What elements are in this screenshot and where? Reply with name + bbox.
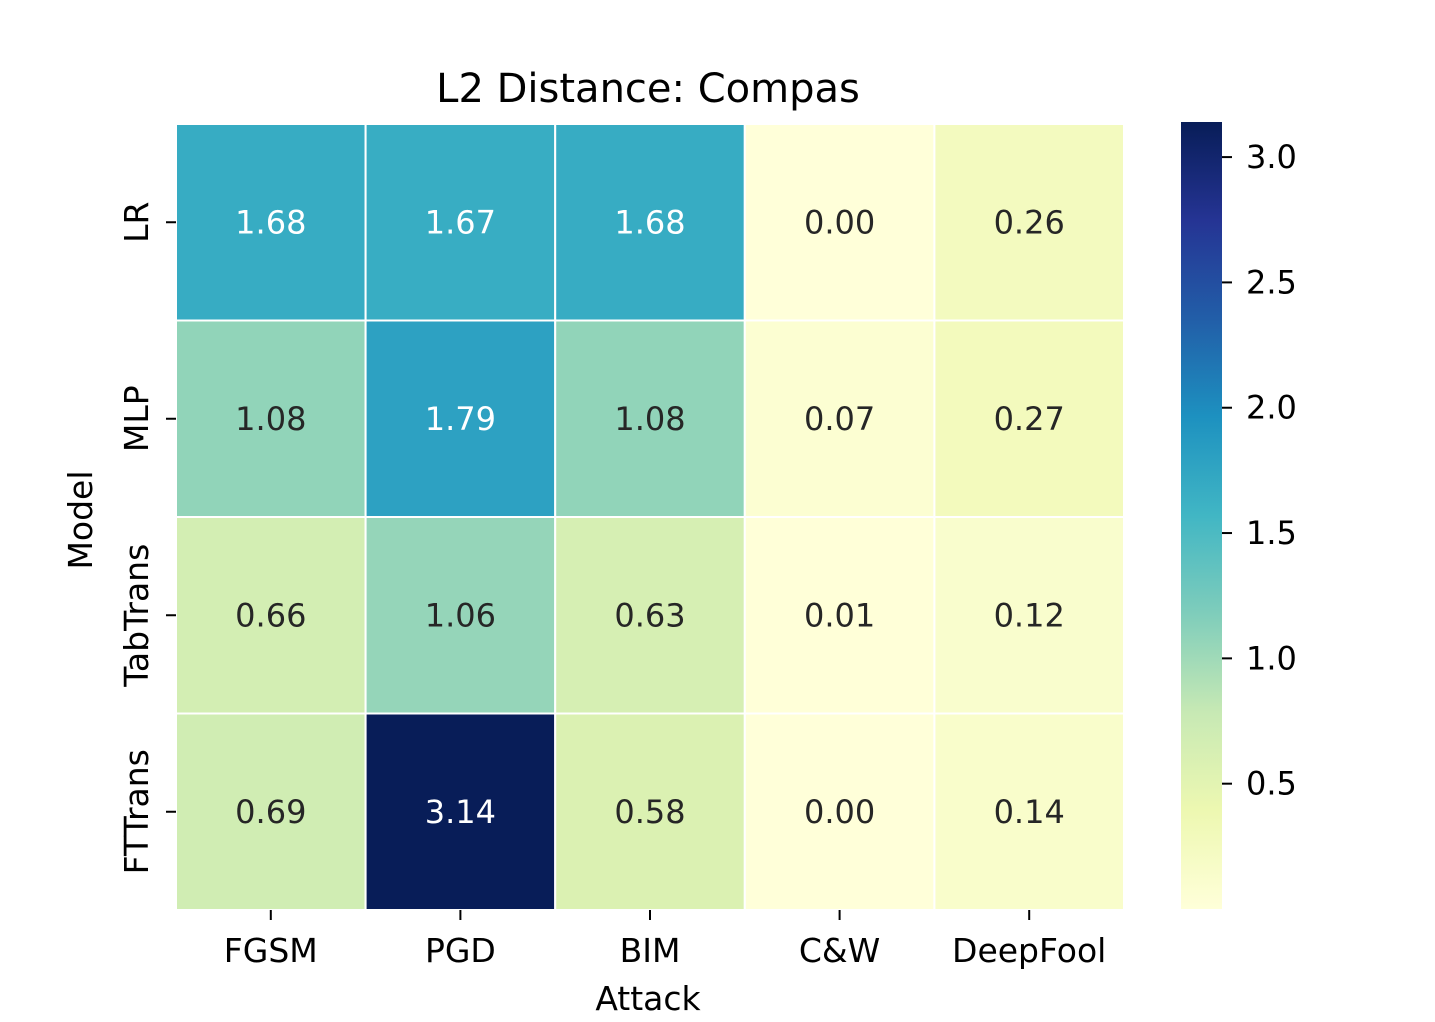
colorbar-tick-label: 1.5 — [1246, 514, 1297, 552]
colorbar — [1181, 122, 1222, 909]
heatmap-cell — [743, 712, 936, 911]
x-axis-label: Attack — [595, 979, 701, 1018]
colorbar-tick-label: 2.5 — [1246, 263, 1297, 301]
heatmap-cell-value: 0.00 — [804, 793, 875, 831]
heatmap-cell — [364, 123, 557, 322]
colorbar-tick-label: 0.5 — [1246, 765, 1297, 803]
heatmap-cell-value: 0.00 — [804, 203, 875, 241]
heatmap-cell — [743, 516, 936, 715]
y-axis-ticks: LR MLP TabTrans FTTrans — [117, 202, 176, 874]
y-tick-label: MLP — [117, 385, 156, 452]
colorbar-tick-label: 3.0 — [1246, 138, 1297, 176]
heatmap-cell-value: 0.27 — [994, 400, 1065, 438]
heatmap-cell — [554, 319, 746, 518]
heatmap-cell-value: 1.68 — [614, 203, 685, 241]
heatmap-cell-value: 0.07 — [804, 400, 875, 438]
colorbar-tick-label: 1.0 — [1246, 639, 1297, 677]
heatmap-cell — [933, 712, 1126, 911]
heatmap-cell — [364, 712, 557, 911]
heatmap-cell-value: 0.69 — [235, 793, 306, 831]
heatmap-cell — [554, 123, 746, 322]
heatmap-cell-value: 0.01 — [804, 596, 875, 634]
y-tick-label: LR — [117, 202, 156, 243]
x-tick-label: C&W — [799, 931, 880, 970]
heatmap-cell-value: 1.67 — [425, 203, 496, 241]
chart-title: L2 Distance: Compas — [436, 66, 860, 112]
y-axis-label: Model — [61, 470, 100, 569]
heatmap-cells — [175, 123, 1126, 911]
colorbar-tick-label: 2.0 — [1246, 389, 1297, 427]
heatmap-cell — [554, 516, 746, 715]
heatmap-cell — [175, 319, 367, 518]
heatmap-cell-labels: 1.68 1.67 1.68 0.00 0.26 1.08 1.79 1.08 0.07 0.27… — [235, 203, 1065, 831]
heatmap-cell — [743, 123, 936, 322]
heatmap-cell-value: 1.08 — [614, 400, 685, 438]
heatmap-cell-value: 0.66 — [235, 596, 306, 634]
y-tick-label: FTTrans — [117, 749, 156, 874]
heatmap-cell-value: 3.14 — [425, 793, 496, 831]
x-axis-ticks: FGSM PGD BIM C&W DeepFool — [224, 910, 1106, 970]
x-tick-label: PGD — [425, 931, 496, 970]
heatmap-cell-value: 0.58 — [614, 793, 685, 831]
heatmap-cell — [933, 319, 1126, 518]
heatmap-cell-value: 0.12 — [994, 596, 1065, 634]
heatmap-cell-value: 0.14 — [994, 793, 1065, 831]
heatmap-cell — [175, 123, 367, 322]
heatmap-cell-value: 0.26 — [994, 203, 1065, 241]
heatmap-cell — [554, 712, 746, 911]
y-tick-label: TabTrans — [117, 544, 156, 688]
heatmap-cell — [933, 516, 1126, 715]
heatmap-cell-value: 0.63 — [614, 596, 685, 634]
x-tick-label: DeepFool — [952, 931, 1106, 970]
heatmap-cell-value: 1.79 — [425, 400, 496, 438]
x-tick-label: FGSM — [224, 931, 318, 970]
x-tick-label: BIM — [620, 931, 681, 970]
heatmap-cell-value: 1.68 — [235, 203, 306, 241]
colorbar-ticks: 0.5 1.0 1.5 2.0 2.5 3.0 — [1222, 138, 1297, 803]
heatmap-cell — [364, 516, 557, 715]
heatmap-cell-value: 1.08 — [235, 400, 306, 438]
heatmap-cell-value: 1.06 — [425, 596, 496, 634]
heatmap-cell — [933, 123, 1126, 322]
